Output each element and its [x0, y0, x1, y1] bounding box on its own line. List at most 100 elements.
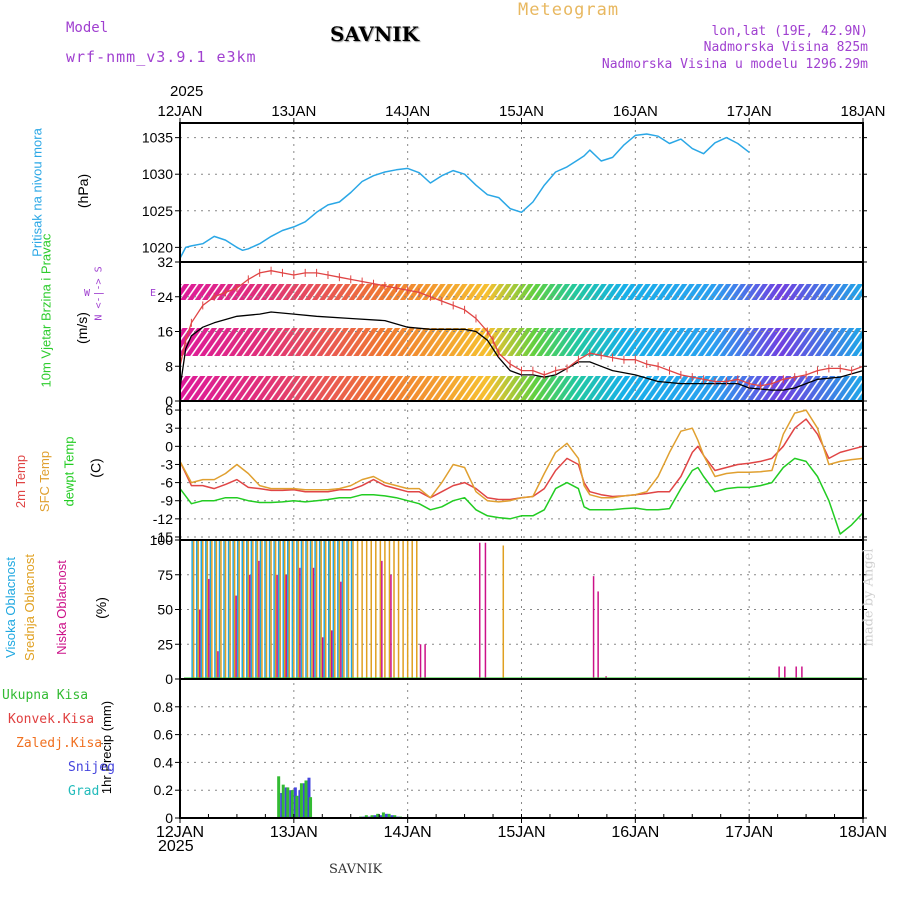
watermark: made by Angel	[861, 548, 877, 647]
model-label: Model	[66, 20, 109, 36]
precip-bar	[284, 787, 288, 818]
legend-frz-rain: Zaledj.Kisa	[16, 736, 103, 751]
temp-label-sfc: SFC Temp	[37, 450, 53, 513]
precip-bar	[376, 813, 380, 818]
wind-compass-e: E	[150, 288, 157, 299]
station-title: SAVNIK	[330, 22, 420, 46]
wind-gust-line	[179, 311, 864, 391]
x-tick-label-bottom: 17JAN	[725, 824, 773, 841]
legend-snow: Snijeg	[68, 760, 115, 775]
y-tick-label: 3	[165, 420, 173, 436]
year-top: 2025	[170, 83, 204, 100]
temperature-frame	[179, 400, 864, 541]
x-tick-label-top: 17JAN	[727, 103, 772, 120]
precip-bar	[289, 790, 293, 818]
precip-bar	[370, 815, 374, 818]
x-tick-label-top: 12JAN	[157, 103, 202, 120]
clouds-frame	[179, 539, 864, 680]
precip-bar	[390, 815, 394, 818]
y-tick-label: 0.6	[154, 727, 174, 743]
y-tick-label: -6	[161, 475, 174, 491]
x-tick-label-top: 16JAN	[613, 103, 658, 120]
pressure-unit: (hPa)	[75, 173, 92, 209]
precip-bar	[295, 795, 299, 818]
precip-bar	[307, 777, 311, 818]
temp-label-2m: 2m Temp	[13, 454, 29, 509]
y-tick-label: 8	[165, 358, 173, 374]
precip-bar	[393, 815, 397, 818]
x-tick-label-bottom: 16JAN	[611, 824, 659, 841]
footer-station: SAVNIK	[329, 862, 383, 877]
coordinates: lon,lat (19E, 42.9N)	[711, 24, 868, 39]
precip-bar	[281, 784, 285, 818]
temp-line-dewpt-temp	[179, 457, 864, 535]
precip-bar	[364, 815, 368, 818]
x-tick-label-bottom: 12JAN	[156, 824, 204, 841]
x-tick-label-top: 14JAN	[385, 103, 430, 120]
precip-bar	[299, 783, 303, 818]
y-tick-label: 1035	[142, 130, 173, 146]
precip-bar	[304, 780, 308, 818]
y-tick-label: 0	[165, 671, 173, 687]
y-tick-label: -15	[153, 529, 173, 545]
y-tick-label: 0	[165, 438, 173, 454]
precip-bar	[293, 787, 297, 818]
x-tick-label-bottom: 15JAN	[497, 824, 545, 841]
wind-unit: (m/s)	[73, 312, 90, 344]
precip-bar	[384, 813, 388, 818]
model-name: wrf-nmm_v3.9.1 e3km	[66, 48, 257, 66]
y-tick-label: 25	[157, 636, 173, 652]
precip-bar	[286, 787, 290, 818]
y-tick-label: 50	[157, 602, 173, 618]
y-tick-label: 6	[165, 402, 173, 418]
y-tick-label: 1030	[142, 166, 173, 182]
y-tick-label: -12	[153, 511, 173, 527]
temp-line-sfc-temp	[179, 409, 864, 503]
y-tick-label: 32	[157, 254, 173, 270]
y-tick-label: 100	[150, 532, 174, 548]
y-tick-label: -9	[161, 493, 174, 509]
altitude: Nadmorska Visina 825m	[703, 40, 868, 55]
wind-label: 10m Vjetar Brzina i Pravac	[38, 233, 54, 388]
precip-bar	[379, 815, 383, 818]
y-tick-label: 0.2	[154, 782, 174, 798]
x-tick-label-bottom: 18JAN	[839, 824, 887, 841]
meteogram-label: Meteogram	[518, 0, 620, 20]
precip-bar	[302, 783, 306, 818]
precip-bar	[309, 797, 313, 818]
temp-label-dewpt: dewpt Temp	[61, 436, 77, 507]
y-tick-label: 24	[157, 289, 173, 305]
wind-compass-w: W	[84, 288, 91, 299]
year-bottom: 2025	[158, 838, 194, 855]
y-tick-label: 1025	[142, 203, 173, 219]
precip-bar	[387, 813, 391, 818]
x-tick-label-top: 13JAN	[271, 103, 316, 120]
y-tick-label: 0	[165, 393, 173, 409]
x-tick-label-top: 18JAN	[840, 103, 885, 120]
pressure-frame	[179, 122, 864, 263]
legend-conv-rain: Konvek.Kisa	[8, 712, 95, 727]
pressure-line	[179, 133, 750, 259]
precip-bar	[373, 815, 377, 818]
precip-bar	[381, 812, 385, 818]
wind-compass: N <-|-> S	[93, 266, 105, 321]
precip-frame	[179, 678, 864, 819]
x-tick-label-bottom: 13JAN	[270, 824, 318, 841]
cloud-label-mid: Srednja Oblacnost	[21, 554, 37, 661]
y-tick-label: 0	[165, 810, 173, 826]
y-tick-label: -3	[161, 456, 174, 472]
temp-unit: (C)	[87, 458, 104, 478]
x-tick-label-bottom: 14JAN	[384, 824, 432, 841]
precip-bar	[298, 790, 302, 818]
y-tick-label: 16	[157, 324, 173, 340]
y-tick-label: 75	[157, 567, 173, 583]
precip-bar	[280, 792, 284, 818]
legend-total-rain: Ukupna Kisa	[2, 688, 89, 703]
cloud-unit: (%)	[92, 597, 109, 619]
legend-hail: Grad	[68, 784, 100, 799]
precip-bar	[277, 776, 281, 818]
model-altitude: Nadmorska Visina u modelu 1296.29m	[601, 57, 868, 72]
y-tick-label: 0.8	[154, 699, 174, 715]
x-tick-label-top: 15JAN	[499, 103, 544, 120]
